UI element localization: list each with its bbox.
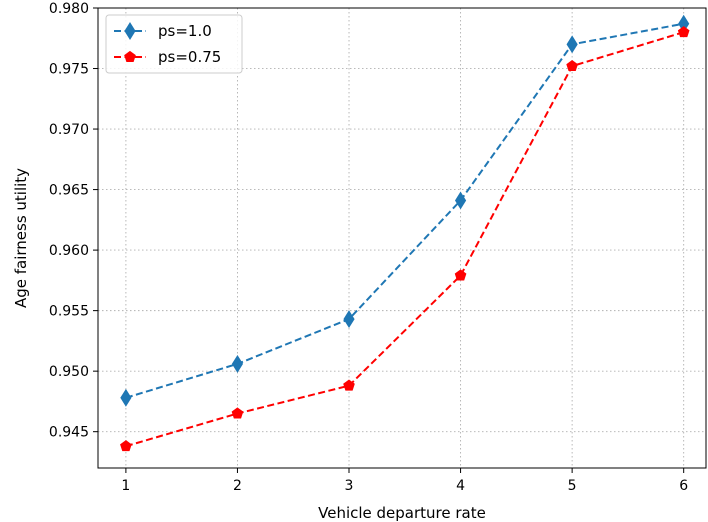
x-tick-label: 3: [345, 478, 354, 494]
legend-marker-ps-0-75: [124, 50, 136, 62]
y-axis-label: Age fairness utility: [12, 168, 30, 308]
legend-label-ps-0-75: ps=0.75: [158, 48, 221, 66]
series-ps-0-75: [120, 26, 690, 452]
grid-lines: [98, 7, 706, 468]
y-tick-label: 0.980: [49, 1, 89, 17]
y-tick-label: 0.950: [49, 364, 89, 380]
legend-label-ps-1-0: ps=1.0: [158, 22, 212, 40]
x-tick-label: 5: [568, 478, 577, 494]
legend-box: [105, 14, 243, 74]
x-tick-label: 6: [679, 478, 688, 494]
axis-ticks: 1 2 3 4 5 6 0.945 0.950 0.955 0.960 0.965 0.970 0.97…: [49, 1, 688, 494]
y-tick-label: 0.975: [49, 62, 89, 78]
data-point-ps-0-75: [677, 26, 690, 38]
y-tick-label: 0.970: [49, 122, 89, 138]
data-point-ps-0-75: [343, 379, 355, 391]
x-tick-label: 4: [456, 478, 465, 494]
y-tick-label: 0.945: [49, 425, 89, 441]
x-axis-label: Vehicle departure rate: [318, 504, 486, 522]
y-tick-label: 0.955: [49, 304, 89, 320]
data-point-ps-1-0: [120, 388, 132, 407]
data-point-ps-0-75: [120, 440, 132, 452]
legend-marker-ps-1-0: [124, 22, 136, 40]
legend: ps=1.0 ps=0.75: [105, 14, 243, 74]
series-line-ps-0-75: [125, 31, 684, 448]
data-point-ps-1-0: [566, 35, 578, 54]
data-point-ps-1-0: [231, 354, 244, 373]
x-tick-label: 1: [121, 478, 130, 494]
y-tick-label: 0.960: [49, 243, 89, 259]
data-point-ps-1-0: [343, 310, 355, 329]
x-tick-label: 2: [233, 478, 242, 494]
series-ps-1-0: [120, 14, 690, 407]
data-point-ps-0-75: [566, 59, 578, 72]
plot-frame: [97, 7, 707, 469]
series-layer: [120, 14, 690, 452]
y-tick-label: 0.965: [49, 183, 89, 199]
data-point-ps-0-75: [231, 407, 244, 419]
data-point-ps-1-0: [454, 191, 467, 210]
series-line-ps-1-0: [125, 22, 684, 399]
data-point-ps-0-75: [454, 269, 467, 281]
